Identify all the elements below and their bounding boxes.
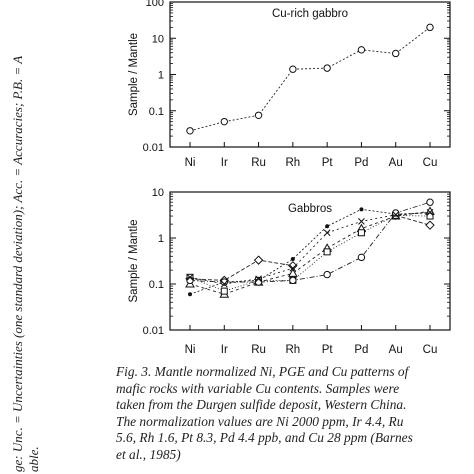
data-point	[254, 111, 263, 119]
y-axis-label: Sample / Mantle	[128, 33, 140, 116]
x-tick-label: Ru	[251, 344, 266, 356]
caption-line: Fig. 3. Mantle normalized Ni, PGE and Cu…	[116, 364, 409, 379]
data-point	[323, 64, 331, 72]
x-tick-label: Ir	[221, 344, 228, 356]
data-point	[323, 270, 331, 279]
series-line	[189, 201, 431, 283]
data-point	[254, 278, 263, 286]
y-tick-label: 10	[152, 33, 164, 45]
data-point	[289, 264, 297, 272]
data-point	[289, 276, 297, 285]
y-tick-label: 0.1	[149, 279, 164, 291]
y-tick-label: 0.1	[149, 106, 164, 118]
caption-line: taken from the Durgen sulfide deposit, W…	[116, 397, 407, 412]
caption-line: The normalization values are Ni 2000 ppm…	[116, 413, 404, 429]
data-point	[220, 280, 228, 288]
x-tick-label: Pd	[354, 157, 368, 169]
x-tick-label: Au	[389, 157, 403, 169]
series-line	[189, 214, 431, 292]
x-tick-label: Pd	[354, 344, 368, 356]
data-point	[392, 49, 400, 58]
caption-line: mafic rocks with variable Cu contents. S…	[116, 380, 400, 396]
data-point	[358, 218, 365, 225]
plot-frame	[169, 191, 451, 331]
y-tick-label: 100	[146, 0, 164, 9]
data-point	[392, 209, 400, 217]
y-tick-label: 0.01	[143, 142, 164, 154]
series-line	[189, 210, 431, 295]
data-point	[357, 229, 365, 237]
data-point	[323, 248, 331, 256]
data-point	[392, 211, 400, 219]
y-tick-label: 10	[152, 187, 164, 199]
y-tick-label: 1	[158, 233, 164, 245]
data-point	[186, 127, 194, 135]
x-tick-label: Cu	[423, 344, 438, 356]
x-tick-label: Rh	[286, 157, 301, 169]
data-point	[289, 65, 297, 73]
caption-line: et al., 1985)	[116, 446, 181, 462]
data-point	[323, 229, 331, 237]
series-line	[189, 208, 431, 295]
data-point	[426, 23, 434, 32]
x-tick-label: Ir	[221, 157, 228, 169]
side-text: ge: Unc. = Uncertainties (one standard d…	[10, 56, 25, 472]
data-point	[357, 253, 366, 262]
data-point	[287, 268, 298, 277]
x-tick-label: Ru	[251, 157, 266, 169]
x-tick-label: Cu	[423, 157, 438, 169]
data-point	[188, 292, 192, 297]
series-line	[189, 214, 431, 281]
x-tick-label: Rh	[286, 344, 301, 356]
data-point	[186, 276, 194, 285]
chart-panel-gabbros: 0.01 0.1 1 10 Ni Ir Ru Rh Pt Pd Au Cu Gabbros Sample …	[128, 187, 451, 356]
y-axis-label: Sample / Mantle	[128, 219, 140, 302]
x-tick-label: Pt	[322, 157, 334, 169]
data-point	[255, 275, 262, 283]
x-tick-label: Au	[389, 344, 403, 356]
data-point	[220, 287, 228, 295]
data-point	[253, 255, 264, 265]
chart-title: Cu-rich gabbro	[272, 8, 348, 20]
x-tick-label: Ni	[185, 344, 196, 356]
series-line	[189, 26, 431, 132]
caption-line: 5.6, Rh 1.6, Pt 8.3, Pd 4.4 ppb, and Cu …	[116, 430, 413, 445]
data-point	[325, 224, 330, 229]
x-tick-label: Ni	[185, 157, 196, 169]
chart-title: Gabbros	[288, 203, 332, 215]
y-tick-label: 1	[158, 70, 164, 82]
data-point	[290, 256, 295, 261]
data-point	[426, 198, 434, 206]
data-point	[220, 117, 228, 126]
series-line	[189, 211, 431, 285]
x-tick-label: Pt	[322, 344, 334, 356]
data-point	[426, 209, 434, 216]
plot-frame	[169, 1, 451, 148]
side-text-2: able.	[26, 446, 41, 472]
data-point	[357, 46, 366, 54]
data-point	[425, 220, 435, 230]
data-point	[186, 273, 194, 281]
data-point	[359, 207, 364, 212]
y-tick-label: 0.01	[143, 325, 164, 337]
figure-caption: Fig. 3. Mantle normalized Ni, PGE and Cu…	[116, 364, 474, 463]
chart-panel-cu-rich-gabbro: 0.01 0.1 1 10 100 Ni Ir Ru Rh Pt Pd Au Cu Cu-rich gab…	[128, 0, 451, 169]
